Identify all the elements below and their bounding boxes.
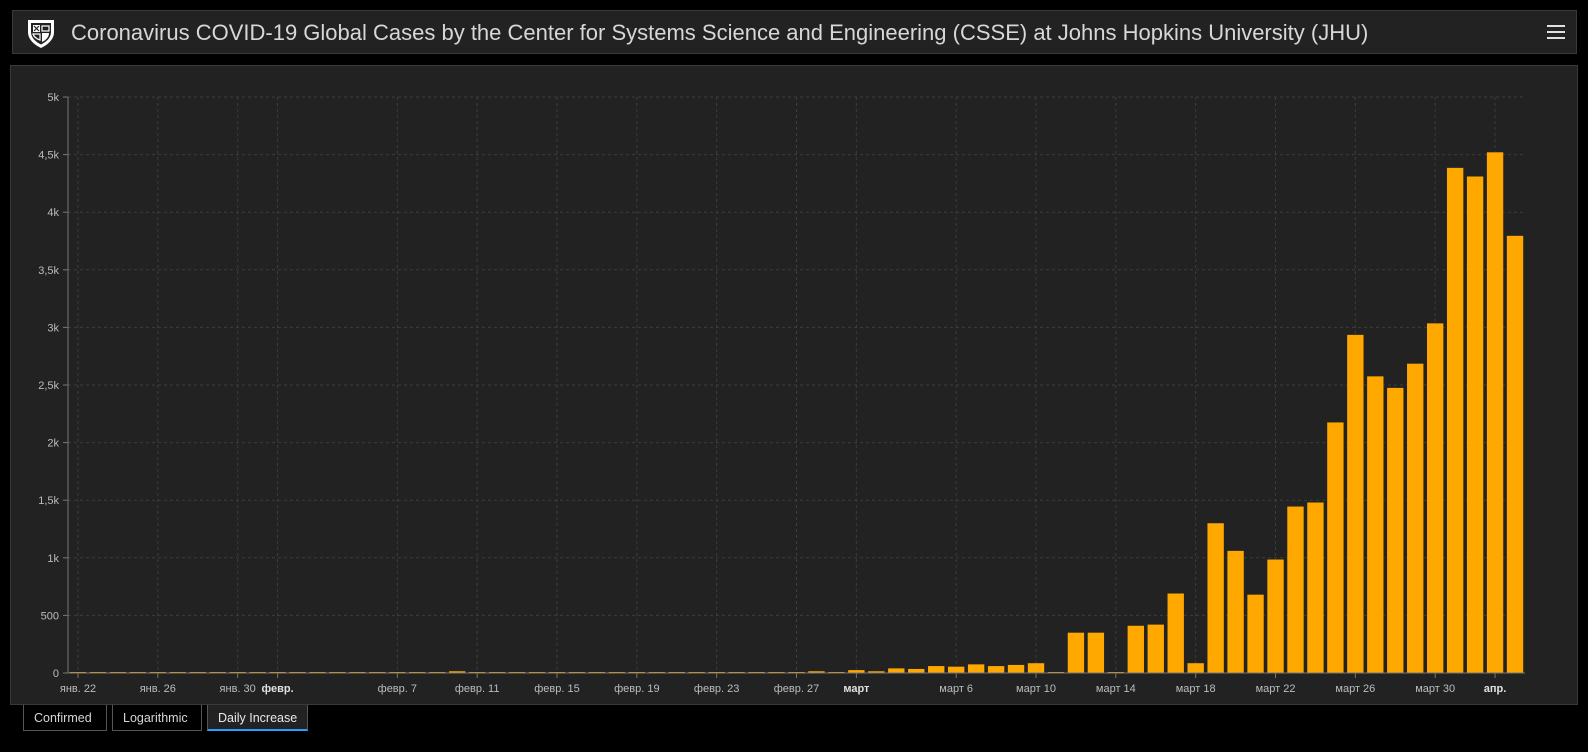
x-tick-label: март 26 [1335,683,1375,695]
x-tick-label: янв. 22 [60,683,96,695]
bar[interactable] [1027,663,1045,673]
y-tick-label: 4,5k [38,150,59,162]
x-tick-label: февр. 23 [694,683,739,695]
university-shield-icon [28,20,54,48]
y-tick-label: 4k [47,207,59,219]
daily-increase-chart: 0 500 1k 1,5k 2k 2,5k 3k 3,5k 4k 4,5k 5k янв. 22 янв… [38,92,1525,695]
bar[interactable] [808,671,825,673]
x-tick-label: март 22 [1256,683,1296,695]
bar[interactable] [1267,559,1284,673]
bar[interactable] [1007,664,1025,673]
x-tick-label: март 18 [1176,683,1216,695]
bar[interactable] [1367,376,1384,673]
x-tick-label: март [843,683,870,695]
y-tick-label: 500 [41,610,59,622]
bar[interactable] [1307,502,1324,673]
x-tick-label: февр. 19 [614,683,659,695]
chart-panel: 0 500 1k 1,5k 2k 2,5k 3k 3,5k 4k 4,5k 5k янв. 22 янв… [10,65,1578,705]
bar[interactable] [1486,152,1504,673]
x-tick-label: апр. [1484,683,1507,695]
bar[interactable] [449,671,466,673]
bar[interactable] [1087,632,1105,673]
bar[interactable] [987,666,1005,673]
bar[interactable] [1287,506,1304,673]
bar[interactable] [1127,625,1144,673]
bar[interactable] [1227,550,1244,673]
bar[interactable] [1247,594,1264,673]
y-tick-label: 0 [53,668,59,680]
x-tick-label: март 30 [1415,683,1455,695]
page-title: Coronavirus COVID-19 Global Cases by the… [71,20,1369,45]
x-tick-label: февр. [261,683,293,695]
y-tick-label: 1,5k [38,495,59,507]
x-tick-label: февр. 27 [774,683,819,695]
bar[interactable] [1147,624,1164,673]
bar[interactable] [1067,632,1085,673]
bar[interactable] [1506,235,1524,674]
y-tick-label: 2k [47,438,59,450]
y-tick-label: 2,5k [38,380,59,392]
bar[interactable] [848,670,865,673]
bar[interactable] [1407,363,1424,673]
y-tick-label: 5k [47,92,59,104]
bar[interactable] [1387,387,1404,673]
bar[interactable] [1207,523,1224,673]
y-tick-label: 3,5k [38,265,59,277]
bar[interactable] [1466,176,1484,673]
x-tick-label: янв. 30 [220,683,256,695]
bar[interactable] [947,666,965,673]
tab-confirmed[interactable]: Confirmed [23,705,107,731]
tab-logarithmic[interactable]: Logarithmic [112,705,202,731]
bar[interactable] [888,668,905,673]
x-tick-label: март 6 [939,683,973,695]
bar[interactable] [908,668,925,673]
y-tick-label: 1k [47,553,59,565]
bar[interactable] [928,666,945,673]
bar[interactable] [967,664,985,673]
bar[interactable] [868,671,885,673]
app-header: Coronavirus COVID-19 Global Cases by the… [12,10,1577,54]
x-tick-label: февр. 15 [534,683,579,695]
x-tick-label: март 14 [1096,683,1136,695]
x-tick-label: февр. 11 [455,683,500,695]
bar[interactable] [1327,422,1344,673]
x-tick-label: янв. 26 [140,683,176,695]
bar[interactable] [1167,593,1184,673]
tab-daily-increase[interactable]: Daily Increase [207,705,308,731]
x-tick-label: февр. 7 [378,683,417,695]
hamburger-menu-icon[interactable] [1546,22,1566,42]
bar[interactable] [1187,663,1204,673]
y-tick-label: 3k [47,322,59,334]
bar[interactable] [1347,334,1364,673]
bar[interactable] [1427,323,1444,673]
bar[interactable] [1446,167,1464,673]
x-tick-label: март 10 [1016,683,1056,695]
